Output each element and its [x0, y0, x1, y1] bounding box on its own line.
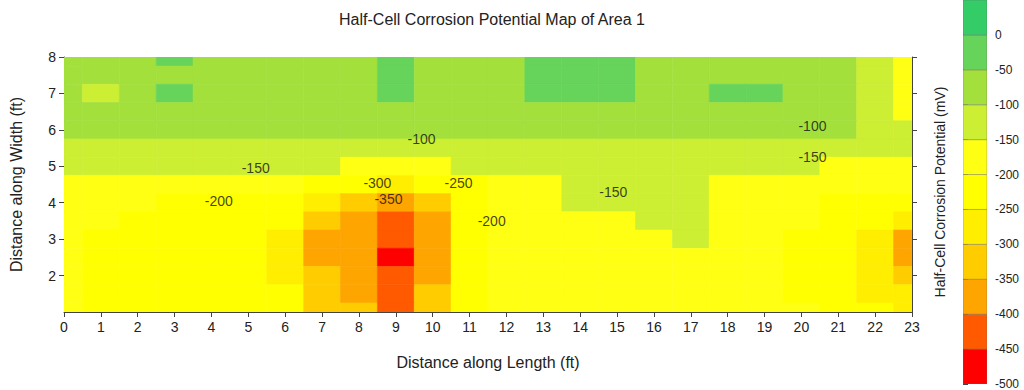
- svg-text:4: 4: [208, 319, 216, 335]
- svg-text:12: 12: [499, 319, 515, 335]
- svg-text:Distance along Length (ft): Distance along Length (ft): [396, 354, 579, 371]
- svg-text:-300: -300: [995, 237, 1019, 251]
- svg-text:-300: -300: [363, 175, 391, 191]
- svg-text:0: 0: [995, 28, 1002, 42]
- svg-text:-450: -450: [995, 342, 1019, 356]
- svg-text:4: 4: [48, 195, 56, 211]
- svg-text:23: 23: [904, 319, 920, 335]
- svg-text:1: 1: [97, 319, 105, 335]
- svg-text:-200: -200: [478, 213, 506, 229]
- svg-text:6: 6: [281, 319, 289, 335]
- svg-text:5: 5: [244, 319, 252, 335]
- svg-text:7: 7: [48, 85, 56, 101]
- svg-text:8: 8: [355, 319, 363, 335]
- svg-text:14: 14: [572, 319, 588, 335]
- svg-text:7: 7: [318, 319, 326, 335]
- svg-text:-250: -250: [995, 202, 1019, 216]
- svg-text:-400: -400: [995, 307, 1019, 321]
- svg-text:5: 5: [48, 158, 56, 174]
- svg-text:18: 18: [720, 319, 736, 335]
- svg-text:-150: -150: [599, 184, 627, 200]
- svg-text:Half-Cell Corrosion Potential: Half-Cell Corrosion Potential Map of Are…: [339, 11, 645, 28]
- svg-text:-500: -500: [995, 377, 1019, 390]
- svg-text:-100: -100: [798, 118, 826, 134]
- svg-text:-250: -250: [444, 175, 472, 191]
- svg-text:-150: -150: [798, 149, 826, 165]
- svg-text:8: 8: [48, 49, 56, 65]
- svg-text:-100: -100: [408, 131, 436, 147]
- svg-text:17: 17: [683, 319, 699, 335]
- svg-text:19: 19: [757, 319, 773, 335]
- svg-text:10: 10: [425, 319, 441, 335]
- svg-text:11: 11: [462, 319, 477, 335]
- svg-text:22: 22: [867, 319, 883, 335]
- svg-text:-50: -50: [995, 63, 1013, 77]
- svg-text:9: 9: [392, 319, 400, 335]
- svg-text:13: 13: [536, 319, 552, 335]
- svg-text:2: 2: [134, 319, 142, 335]
- svg-text:-200: -200: [995, 168, 1019, 182]
- svg-text:20: 20: [794, 319, 810, 335]
- svg-text:-200: -200: [205, 193, 233, 209]
- svg-text:3: 3: [171, 319, 179, 335]
- svg-text:6: 6: [48, 122, 56, 138]
- svg-text:-150: -150: [995, 133, 1019, 147]
- svg-text:2: 2: [48, 268, 56, 284]
- svg-text:-350: -350: [374, 191, 402, 207]
- svg-text:15: 15: [609, 319, 625, 335]
- svg-text:Distance along Width (ft): Distance along Width (ft): [8, 97, 25, 272]
- svg-text:-100: -100: [995, 98, 1019, 112]
- svg-text:-350: -350: [995, 272, 1019, 286]
- svg-text:-150: -150: [242, 160, 270, 176]
- svg-text:0: 0: [60, 319, 68, 335]
- svg-text:21: 21: [830, 319, 846, 335]
- svg-text:Half-Cell Corrosion Potential: Half-Cell Corrosion Potential (mV): [932, 87, 948, 298]
- svg-text:3: 3: [48, 231, 56, 247]
- svg-text:16: 16: [646, 319, 662, 335]
